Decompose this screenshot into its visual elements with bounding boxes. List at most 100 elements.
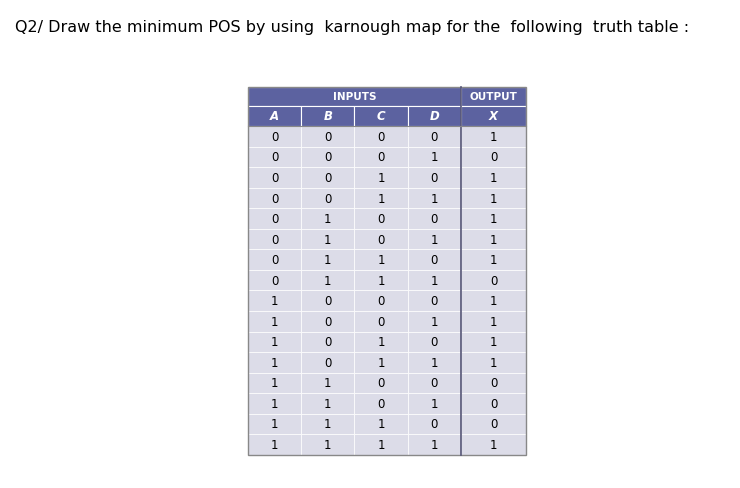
Bar	[354, 106, 408, 127]
Text: 0: 0	[377, 377, 385, 389]
Text: 0: 0	[324, 172, 332, 184]
Bar	[248, 88, 461, 106]
Text: X: X	[489, 110, 498, 123]
Text: 1: 1	[324, 213, 332, 225]
Bar	[408, 311, 461, 332]
Text: B: B	[323, 110, 332, 123]
Bar	[301, 414, 354, 434]
Text: 1: 1	[431, 397, 438, 410]
Bar	[461, 250, 526, 270]
Text: 1: 1	[490, 336, 497, 348]
Bar	[408, 168, 461, 188]
Text: 1: 1	[377, 438, 385, 451]
Bar	[301, 393, 354, 414]
Bar	[461, 332, 526, 352]
Text: 0: 0	[431, 213, 438, 225]
Bar	[461, 188, 526, 209]
Text: 1: 1	[271, 397, 278, 410]
Text: 1: 1	[271, 336, 278, 348]
Text: 0: 0	[377, 213, 385, 225]
Text: 0: 0	[431, 131, 438, 143]
Bar	[461, 127, 526, 147]
Text: 1: 1	[490, 356, 497, 369]
Text: 0: 0	[324, 315, 332, 328]
Text: 1: 1	[490, 172, 497, 184]
Text: 0: 0	[271, 172, 278, 184]
Text: 1: 1	[324, 397, 332, 410]
Text: 1: 1	[490, 233, 497, 246]
Text: 0: 0	[377, 151, 385, 164]
Text: 0: 0	[490, 377, 497, 389]
Text: D: D	[429, 110, 440, 123]
Bar	[248, 393, 301, 414]
Text: 1: 1	[431, 233, 438, 246]
Bar	[461, 106, 526, 127]
Bar	[248, 270, 301, 291]
Bar	[461, 311, 526, 332]
Text: 0: 0	[377, 295, 385, 307]
Text: 1: 1	[431, 356, 438, 369]
Bar	[354, 311, 408, 332]
Bar	[354, 352, 408, 373]
Text: 1: 1	[271, 377, 278, 389]
Bar	[354, 127, 408, 147]
Text: 1: 1	[271, 438, 278, 451]
Bar	[408, 332, 461, 352]
Bar	[461, 88, 526, 106]
Text: 1: 1	[271, 418, 278, 430]
Text: 1: 1	[490, 131, 497, 143]
Bar	[301, 147, 354, 168]
Text: 0: 0	[271, 131, 278, 143]
Text: INPUTS: INPUTS	[333, 92, 376, 102]
Text: C: C	[377, 110, 386, 123]
Bar	[354, 229, 408, 250]
Bar	[248, 291, 301, 311]
Bar	[301, 250, 354, 270]
Bar	[408, 393, 461, 414]
Text: 1: 1	[377, 172, 385, 184]
Text: 1: 1	[490, 295, 497, 307]
Bar	[301, 127, 354, 147]
Bar	[248, 229, 301, 250]
Text: 1: 1	[271, 356, 278, 369]
Bar	[354, 188, 408, 209]
Bar	[354, 434, 408, 455]
Bar	[301, 332, 354, 352]
Text: 0: 0	[324, 131, 332, 143]
Bar	[248, 168, 301, 188]
Bar	[461, 270, 526, 291]
Text: 0: 0	[490, 151, 497, 164]
Bar	[354, 373, 408, 393]
Text: 0: 0	[431, 172, 438, 184]
Text: 0: 0	[490, 397, 497, 410]
Bar	[408, 127, 461, 147]
Text: 1: 1	[324, 418, 332, 430]
Bar	[248, 414, 301, 434]
Bar	[461, 168, 526, 188]
Bar	[461, 434, 526, 455]
Text: 1: 1	[271, 315, 278, 328]
Bar	[408, 434, 461, 455]
Text: 1: 1	[431, 192, 438, 205]
Bar	[461, 352, 526, 373]
Bar	[408, 352, 461, 373]
Text: 1: 1	[324, 274, 332, 287]
Bar	[301, 106, 354, 127]
Bar	[248, 434, 301, 455]
Bar	[248, 352, 301, 373]
Bar	[248, 332, 301, 352]
Text: 1: 1	[490, 192, 497, 205]
Text: 0: 0	[431, 295, 438, 307]
Text: 1: 1	[490, 213, 497, 225]
Bar	[354, 168, 408, 188]
Bar	[461, 373, 526, 393]
Bar	[354, 291, 408, 311]
Text: 0: 0	[324, 151, 332, 164]
Bar	[301, 373, 354, 393]
Text: 0: 0	[431, 254, 438, 266]
Text: 0: 0	[271, 192, 278, 205]
Bar	[461, 229, 526, 250]
Bar	[301, 188, 354, 209]
Bar	[248, 88, 526, 455]
Bar	[354, 209, 408, 229]
